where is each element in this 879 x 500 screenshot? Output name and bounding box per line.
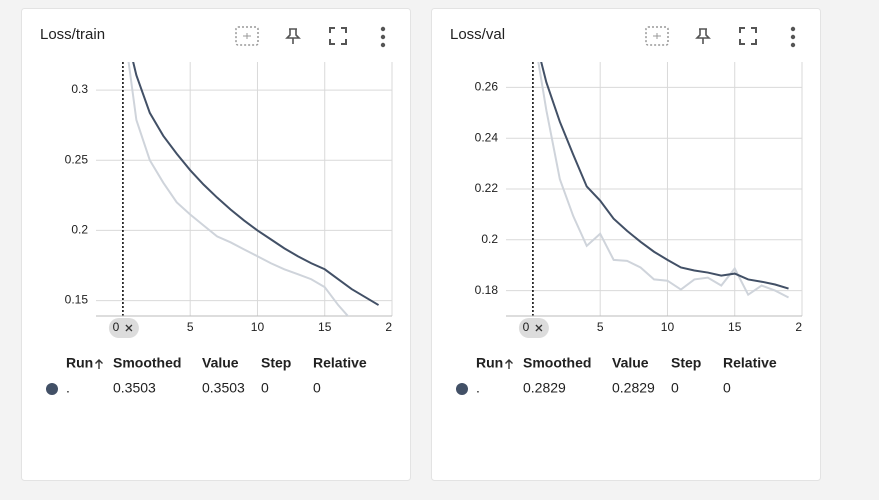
sort-arrow [95,359,103,369]
y-tick-label: 0.26 [475,80,499,94]
y-tick-label: 0.25 [65,152,89,166]
lines [537,62,789,299]
x-tick-label: 15 [318,320,332,334]
series-line [127,62,350,316]
step-chip[interactable] [518,318,549,338]
x-tick-label: 15 [728,320,742,334]
table-cell: . [66,380,70,396]
icon [285,28,301,44]
close-icon[interactable] [125,324,133,332]
x-tick-labels: 0 5 10 15 20 [108,318,399,338]
pin-button[interactable] [285,28,301,44]
column-header[interactable]: Run [66,355,93,371]
series-line [537,62,789,299]
fit-domain-button[interactable] [645,26,669,46]
column-header[interactable]: Relative [313,355,367,371]
icon [695,28,711,44]
lines [127,62,380,316]
x-tick-label: 5 [597,320,604,334]
y-tick-label: 0.22 [475,181,499,195]
column-header[interactable]: Smoothed [523,355,591,371]
x-tick-label: 10 [251,320,265,334]
icon [790,42,796,48]
fullscreen-button[interactable] [739,27,757,45]
y-tick-label: 0.2 [71,223,88,237]
y-tick-label: 0.2 [481,232,498,246]
x-tick-labels: 0 5 10 15 20 [518,318,809,338]
x-tick-label: 0 [113,320,120,334]
icon [235,26,259,46]
table-cell: 0 [313,380,321,396]
column-header[interactable]: Step [671,355,701,371]
y-tick-label: 0.15 [65,293,89,307]
series-line [540,62,789,290]
x-tick-label: 20 [795,320,809,334]
card: Loss/val 0.18 0.2 0.22 0.24 0.26 0 5 10 15 20 Run Sm… [431,8,821,481]
column-header[interactable]: Value [202,355,239,371]
icon [243,33,251,39]
icon [739,27,757,45]
card-background [431,8,821,481]
step-chip[interactable] [108,318,139,338]
fit-domain-button[interactable] [235,26,259,46]
table-cell: 0.3503 [202,380,245,396]
more-button[interactable] [380,26,386,48]
card: Loss/train 0.15 0.2 0.25 0.3 0 5 10 15 20 Run Smoot… [21,8,411,481]
x-tick-label: 20 [385,320,399,334]
card-title: Loss/train [40,26,105,43]
y-tick-label: 0.18 [475,283,499,297]
icon [653,33,661,39]
icon [645,26,669,46]
table-cell: . [476,380,480,396]
icon [790,26,796,32]
table-cell: 0 [723,380,731,396]
card-background [21,8,411,481]
icon [790,34,796,40]
icon [329,27,347,45]
run-color[interactable] [46,383,58,395]
y-tick-label: 0.24 [475,130,499,144]
column-header[interactable]: Value [612,355,649,371]
sort-arrow [505,359,513,369]
table-cell: 0.2829 [612,380,655,396]
pin-button[interactable] [695,28,711,44]
x-tick-label: 5 [187,320,194,334]
card-title: Loss/val [450,26,505,43]
close-icon[interactable] [535,324,543,332]
column-header[interactable]: Step [261,355,291,371]
icon [380,26,386,32]
column-header[interactable]: Run [476,355,503,371]
table-cell: 0 [261,380,269,396]
column-header[interactable]: Smoothed [113,355,181,371]
table-cell: 0.2829 [523,380,566,396]
column-header[interactable]: Relative [723,355,777,371]
table-cell: 0.3503 [113,380,156,396]
y-tick-label: 0.3 [71,82,88,96]
table-cell: 0 [671,380,679,396]
x-tick-label: 0 [523,320,530,334]
x-tick-label: 10 [661,320,675,334]
fullscreen-button[interactable] [329,27,347,45]
icon [380,34,386,40]
more-button[interactable] [790,26,796,48]
icon [380,42,386,48]
series-line [132,62,380,306]
run-color[interactable] [456,383,468,395]
